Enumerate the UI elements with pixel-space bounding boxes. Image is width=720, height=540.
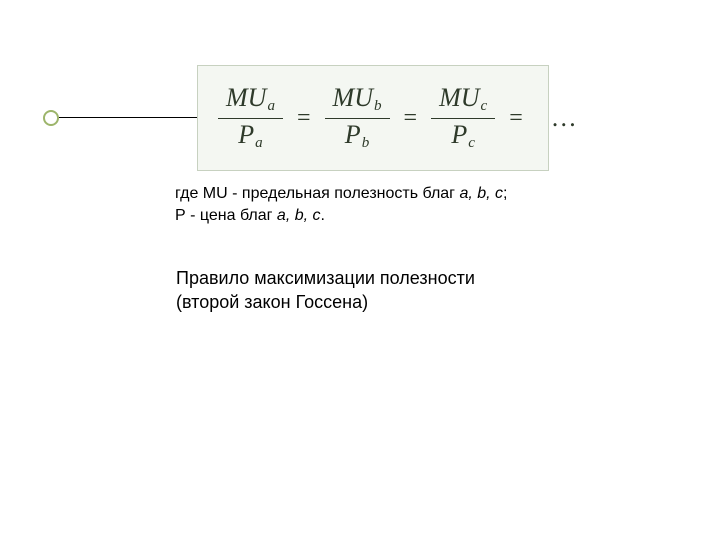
den-sub: b [361, 135, 370, 151]
num-main: MU [333, 83, 373, 112]
den-main: P [238, 120, 254, 149]
equals-sign: = [390, 106, 432, 130]
horizontal-rule [59, 117, 197, 118]
den-sub: c [467, 135, 475, 151]
equals-sign: = [283, 106, 325, 130]
den-sub: a [254, 135, 263, 151]
caption-prefix-2: Р - цена благ [175, 207, 277, 224]
num-sub: c [480, 98, 488, 114]
den-main: P [345, 120, 361, 149]
den-main: P [451, 120, 467, 149]
rule-title-line-2: (второй закон Госсена) [176, 292, 368, 312]
list-bullet [43, 110, 59, 126]
num-sub: a [266, 98, 275, 114]
formula-card: MUa Pa = MUb Pb = MUc Pc = … [197, 65, 549, 171]
equation: MUa Pa = MUb Pb = MUc Pc = … [198, 66, 548, 170]
fraction-c: MUc Pc [431, 82, 495, 154]
num-sub: b [373, 98, 382, 114]
caption-suffix-2: . [321, 207, 325, 224]
equals-sign: = [495, 106, 537, 130]
num-main: MU [439, 83, 479, 112]
ellipsis: … [537, 105, 579, 131]
caption-prefix-1: где MU - предельная полезность благ [175, 185, 459, 202]
num-main: MU [226, 83, 266, 112]
fraction-a: MUa Pa [218, 82, 283, 154]
rule-title-line-1: Правило максимизации полезности [176, 268, 475, 288]
formula-caption: где MU - предельная полезность благ a, b… [175, 183, 595, 226]
fraction-b: MUb Pb [325, 82, 390, 154]
caption-vars-2: a, b, c [277, 207, 321, 224]
caption-suffix-1: ; [503, 185, 507, 202]
caption-vars-1: a, b, c [459, 185, 503, 202]
rule-title: Правило максимизации полезности (второй … [176, 266, 596, 315]
